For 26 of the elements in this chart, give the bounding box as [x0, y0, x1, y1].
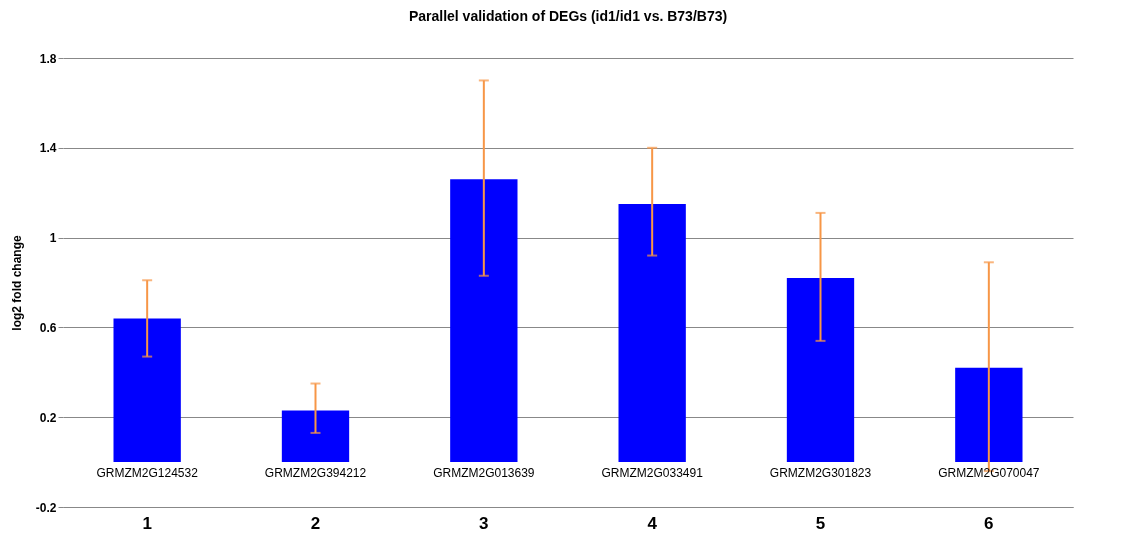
x-tick-label: 3: [479, 513, 489, 533]
y-tick-label: 1.4: [39, 141, 57, 156]
y-tick-label: 1.8: [39, 51, 57, 66]
y-tick-label: 1: [49, 231, 57, 246]
annotation: GRMZM2G394212: [264, 466, 367, 481]
x-tick-label: 2: [310, 513, 321, 533]
bar: [450, 179, 518, 463]
bar: [955, 367, 1023, 463]
bar: [786, 278, 855, 463]
x-tick-label: 4: [647, 513, 658, 533]
x-tick-label: 5: [815, 513, 826, 533]
annotation: GRMZM2G070047: [938, 466, 1040, 481]
annotation: GRMZM2G124532: [96, 466, 199, 481]
bar: [113, 318, 181, 463]
annotation: GRMZM2G033491: [601, 466, 704, 481]
y-tick-label: 0.6: [39, 320, 57, 335]
annotation: GRMZM2G013639: [433, 466, 535, 481]
bar: [618, 203, 686, 463]
y-tick-label: -0.2: [35, 500, 57, 515]
x-tick-label: 6: [984, 513, 994, 533]
x-tick-label: 1: [142, 513, 152, 533]
chart-title: Parallel validation of DEGs (id1/id1 vs. B73/B73): [408, 8, 728, 24]
annotation: GRMZM2G301823: [769, 466, 872, 481]
y-tick-label: 0.2: [39, 410, 57, 425]
y-axis-title: log2 fold change: [9, 235, 24, 331]
bar: [281, 410, 350, 463]
